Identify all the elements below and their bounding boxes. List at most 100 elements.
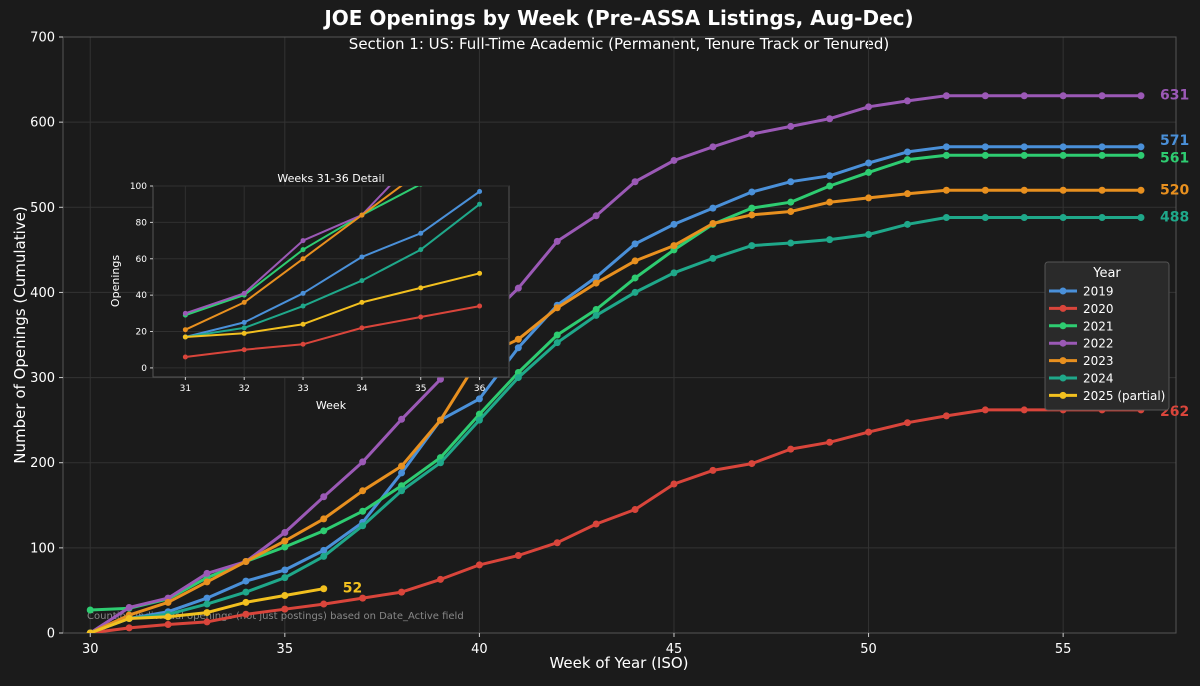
inset-point-2025-partial-w32 <box>241 330 247 336</box>
point-2020-w47 <box>748 460 756 468</box>
point-2024-w53 <box>981 214 989 222</box>
x-tick-label-45: 45 <box>666 642 683 657</box>
legend-label-2022: 2022 <box>1083 337 1114 351</box>
legend-label-2023: 2023 <box>1083 354 1114 368</box>
inset-point-2020-w33 <box>300 341 306 347</box>
point-2022-w50 <box>865 103 873 111</box>
inset-y-tick-label-40: 40 <box>136 291 148 301</box>
point-2025-partial-w36 <box>320 585 328 593</box>
point-2020-w50 <box>865 428 873 436</box>
x-axis-label: Week of Year (ISO) <box>549 654 688 672</box>
inset-point-2022-w33 <box>300 238 306 244</box>
point-2022-w46 <box>709 143 717 151</box>
legend-title: Year <box>1092 266 1121 281</box>
point-2024-w57 <box>1137 214 1145 222</box>
point-2020-w48 <box>787 445 795 453</box>
point-2020-w42 <box>553 539 561 547</box>
inset-line-2022 <box>185 186 391 315</box>
point-2023-w46 <box>709 219 717 227</box>
end-label-2023: 520 <box>1160 182 1189 198</box>
point-2019-w57 <box>1137 143 1145 151</box>
inset-line-2023 <box>184 186 403 331</box>
point-2021-w36 <box>320 527 328 535</box>
point-2019-w52 <box>942 143 950 151</box>
x-tick-label-30: 30 <box>82 642 99 657</box>
point-2019-w33 <box>203 594 211 602</box>
x-tick-label-50: 50 <box>860 642 877 657</box>
point-2021-w40 <box>475 410 483 418</box>
point-2023-w52 <box>942 186 950 194</box>
point-2021-w43 <box>592 305 600 313</box>
point-2022-w36 <box>320 493 328 501</box>
point-2020-w54 <box>1020 406 1028 414</box>
point-2019-w55 <box>1059 143 1067 151</box>
y-tick-label-500: 500 <box>30 201 55 216</box>
point-2023-w51 <box>903 190 911 198</box>
point-2021-w51 <box>903 156 911 164</box>
inset-point-2019-w34 <box>359 254 365 260</box>
inset-point-2020-w35 <box>418 314 424 320</box>
end-label-2021: 561 <box>1160 150 1189 166</box>
point-2023-w33 <box>203 578 211 586</box>
point-2022-w45 <box>670 156 678 164</box>
point-2024-w54 <box>1020 214 1028 222</box>
point-2019-w44 <box>631 240 639 248</box>
end-label-2024: 488 <box>1160 210 1189 226</box>
point-2024-w35 <box>281 574 289 582</box>
inset-point-2022-w35 <box>418 151 423 156</box>
point-2020-w43 <box>592 520 600 528</box>
inset-title: Weeks 31-36 Detail <box>277 172 384 185</box>
point-2019-w45 <box>670 220 678 228</box>
point-2025-partial-w34 <box>242 598 250 606</box>
point-2020-w37 <box>359 594 367 602</box>
point-2022-w31 <box>125 603 133 611</box>
inset-point-2020-w36 <box>477 303 483 309</box>
point-2022-w51 <box>903 97 911 105</box>
point-2022-w57 <box>1137 92 1145 100</box>
legend-items: 2019 2020 2021 2022 2023 2024 2025 (partial) <box>1049 285 1165 403</box>
legend-item-2021: 2021 <box>1049 319 1114 333</box>
point-2022-w42 <box>553 237 561 245</box>
inset-point-2023-w34 <box>359 212 365 218</box>
inset-series-group <box>182 151 483 360</box>
point-2022-w54 <box>1020 92 1028 100</box>
y-tick-label-300: 300 <box>30 371 55 386</box>
y-tick-label-400: 400 <box>30 286 55 301</box>
inset-y-tick-label-100: 100 <box>130 182 147 192</box>
inset-point-2025-partial-w34 <box>359 299 365 305</box>
point-2021-w49 <box>826 182 834 190</box>
inset-point-2023-w31 <box>182 327 188 333</box>
inset-line-2025-partial <box>185 272 480 338</box>
inset-x-tick-label-35: 35 <box>415 384 426 394</box>
point-2025-partial-w30 <box>86 629 94 633</box>
legend-item-2023: 2023 <box>1049 354 1114 368</box>
point-2023-w32 <box>164 598 172 606</box>
legend-item-2024: 2024 <box>1049 372 1114 386</box>
x-tick-label-40: 40 <box>471 642 488 657</box>
point-2023-w48 <box>787 208 795 216</box>
point-2019-w47 <box>748 188 756 196</box>
point-2021-w57 <box>1137 151 1145 159</box>
y-tick-label-600: 600 <box>30 116 55 131</box>
point-2024-w56 <box>1098 214 1106 222</box>
point-2024-w48 <box>787 239 795 247</box>
y-tick-label-200: 200 <box>30 456 55 471</box>
point-2019-w51 <box>903 148 911 156</box>
point-2023-w45 <box>670 242 678 250</box>
point-2023-w53 <box>981 186 989 194</box>
point-2022-w38 <box>398 415 406 423</box>
point-2023-w56 <box>1098 186 1106 194</box>
y-axis-label: Number of Openings (Cumulative) <box>11 206 29 463</box>
chart-subtitle: Section 1: US: Full-Time Academic (Perma… <box>349 35 889 53</box>
point-2023-w47 <box>748 211 756 219</box>
end-label-2022: 631 <box>1160 88 1189 104</box>
point-2021-w48 <box>787 198 795 206</box>
point-2022-w56 <box>1098 92 1106 100</box>
point-2020-w32 <box>164 620 172 628</box>
point-2023-w43 <box>592 279 600 287</box>
series-line-2021 <box>90 153 1141 612</box>
point-2025-partial-w35 <box>281 592 289 600</box>
point-2024-w38 <box>398 487 406 495</box>
chart-title: JOE Openings by Week (Pre-ASSA Listings,… <box>322 6 913 30</box>
series-line-2022 <box>89 94 1141 633</box>
